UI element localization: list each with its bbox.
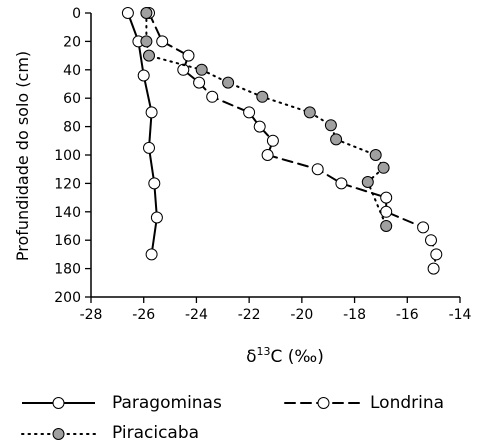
- data-point-paragominas: [148, 177, 161, 190]
- axes: 0 20 40 60 80 100 120 140 160 180 200-28 -26 -24 -22 -…: [54, 6, 471, 323]
- data-point-londrina: [177, 63, 190, 76]
- data-point-piracicaba: [195, 63, 208, 76]
- legend: [21, 397, 363, 440]
- series-paragominas: [121, 7, 163, 261]
- data-point-londrina: [253, 120, 266, 133]
- x-axis-label-rest: C (‰): [271, 347, 324, 367]
- data-point-londrina: [206, 90, 219, 103]
- data-point-paragominas: [150, 211, 163, 224]
- x-tick-label: -14: [449, 307, 472, 323]
- data-point-londrina: [427, 262, 440, 275]
- data-point-paragominas: [145, 248, 158, 261]
- y-tick-label: 200: [54, 290, 81, 306]
- data-point-londrina: [425, 234, 437, 247]
- y-tick-label: 20: [63, 34, 81, 50]
- data-point-piracicaba: [140, 7, 153, 19]
- legend-label-piracicaba: Piracicaba: [112, 423, 200, 443]
- data-point-piracicaba: [303, 106, 316, 119]
- y-tick-label: 100: [54, 148, 81, 164]
- data-point-londrina: [430, 248, 443, 261]
- data-point-londrina: [311, 163, 324, 176]
- data-point-piracicaba: [380, 220, 393, 232]
- data-point-piracicaba: [222, 76, 235, 89]
- data-point-piracicaba: [369, 149, 382, 161]
- x-axis-label: δ13C (‰): [246, 345, 324, 367]
- y-tick-label: 180: [54, 262, 81, 278]
- x-tick-label: -26: [132, 307, 155, 323]
- data-point-paragominas: [145, 106, 158, 119]
- x-tick-label: -28: [80, 307, 103, 323]
- data-point-londrina: [261, 149, 274, 161]
- series-group: [121, 7, 443, 275]
- data-point-londrina: [243, 106, 256, 119]
- data-point-londrina: [182, 49, 195, 62]
- series-londrina: [143, 7, 443, 275]
- data-point-piracicaba: [256, 90, 269, 103]
- x-tick-label: -22: [238, 307, 261, 323]
- data-point-paragominas: [143, 141, 155, 154]
- data-point-londrina: [266, 134, 279, 147]
- x-tick-label: -20: [290, 307, 313, 323]
- legend-label-londrina: Londrina: [370, 393, 445, 413]
- y-tick-label: 160: [54, 233, 81, 249]
- series-line-piracicaba: [145, 12, 388, 227]
- x-axis-label-delta: δ: [246, 347, 256, 367]
- x-tick-label: -16: [396, 307, 419, 323]
- data-point-piracicaba: [324, 119, 337, 132]
- y-tick-label: 0: [72, 6, 81, 22]
- x-tick-label: -18: [343, 307, 366, 323]
- y-tick-label: 140: [54, 205, 81, 221]
- data-point-londrina: [380, 205, 393, 218]
- data-point-piracicaba: [330, 133, 343, 146]
- legend-label-paragominas: Paragominas: [112, 393, 222, 413]
- legend-marker-piracicaba: [52, 428, 65, 440]
- data-point-piracicaba: [377, 161, 390, 174]
- y-tick-label: 120: [54, 176, 81, 192]
- legend-marker-londrina: [317, 397, 330, 409]
- y-tick-label: 80: [63, 120, 81, 136]
- data-point-piracicaba: [361, 176, 374, 188]
- legend-marker-paragominas: [52, 397, 65, 409]
- x-tick-label: -24: [185, 307, 208, 323]
- series-piracicaba: [140, 7, 393, 232]
- data-point-piracicaba: [143, 49, 155, 62]
- data-point-londrina: [193, 76, 206, 89]
- data-point-piracicaba: [140, 35, 153, 48]
- data-point-londrina: [380, 191, 393, 204]
- x-axis-label-superscript: 13: [257, 345, 271, 358]
- y-tick-label: 60: [63, 91, 81, 107]
- data-point-paragominas: [137, 69, 150, 82]
- data-point-paragominas: [121, 7, 134, 19]
- y-axis-label: Profundidade do solo (cm): [13, 51, 32, 261]
- data-point-londrina: [156, 35, 169, 48]
- y-tick-label: 40: [63, 63, 81, 79]
- data-point-londrina: [417, 221, 430, 234]
- data-point-londrina: [335, 177, 348, 190]
